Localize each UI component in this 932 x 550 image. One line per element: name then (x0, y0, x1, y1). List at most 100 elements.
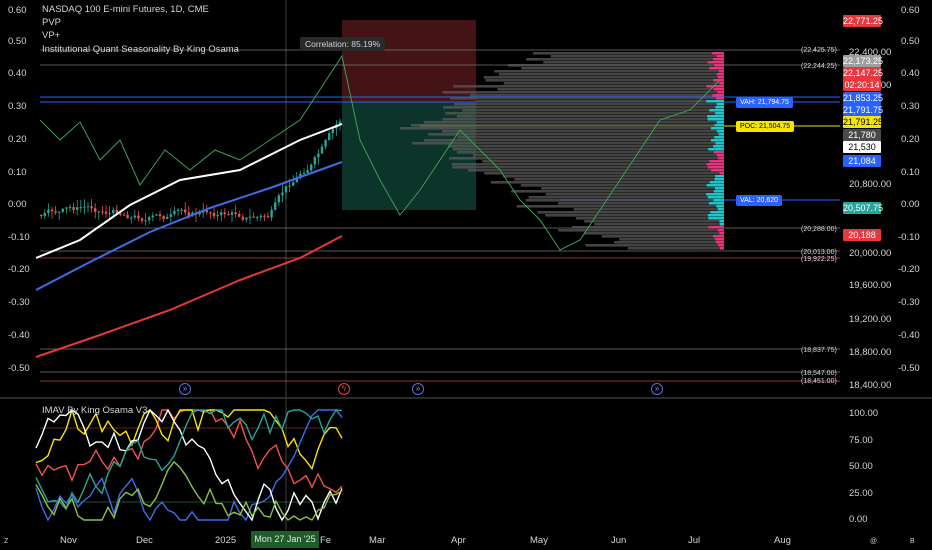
candle-body (40, 215, 43, 216)
event-icon[interactable]: » (179, 383, 191, 395)
right-tick: 0.10 (901, 167, 920, 178)
profile-bar (494, 70, 724, 73)
candle-body (328, 133, 331, 141)
price-tick: 18,400.00 (849, 380, 891, 391)
profile-delta-bar (719, 232, 724, 235)
profile-delta-bar (718, 244, 724, 247)
osc-tick: 0.00 (849, 514, 868, 525)
profile-bar (514, 178, 724, 181)
event-icon[interactable]: » (651, 383, 663, 395)
profile-delta-bar (718, 133, 724, 136)
profile-bar (451, 163, 724, 166)
oscillator-title[interactable]: IMAV By King Osama V3 (42, 405, 148, 416)
time-axis[interactable]: Nov Dec 2025 Mar Apr May Jun Jul Aug Fe … (4, 535, 915, 546)
profile-bar (470, 94, 724, 97)
right-tick: 0.60 (901, 5, 920, 16)
profile-delta-bar (716, 55, 724, 58)
left-tick: -0.30 (8, 297, 30, 308)
profile-delta-bar (714, 136, 724, 139)
candle-body (133, 215, 136, 218)
chart-header: NASDAQ 100 E-mini Futures, 1D, CME PVP V… (42, 3, 239, 56)
price-badge: 21,084 (843, 155, 881, 167)
candle-body (137, 215, 140, 219)
profile-delta-bar (713, 79, 724, 82)
dividend-event-icon[interactable]: ϟ (338, 383, 350, 395)
time-tick: Nov (60, 535, 77, 546)
profile-delta-bar (712, 94, 724, 97)
profile-bar (412, 142, 724, 145)
profile-bar (411, 124, 724, 127)
profile-bar (423, 139, 724, 142)
profile-delta-bar (713, 199, 724, 202)
price-badge: 21,780 (843, 129, 881, 141)
candle-body (126, 214, 129, 219)
right-tick: -0.20 (898, 264, 920, 275)
profile-delta-bar (713, 151, 724, 154)
left-tick: -0.40 (8, 330, 30, 341)
corner-z-icon: Z (4, 538, 9, 545)
candle-body (155, 214, 158, 216)
profile-delta-bar (719, 220, 724, 223)
profile-bar (452, 166, 724, 169)
oscillator-line (35, 409, 343, 522)
profile-bar (545, 193, 724, 196)
indicator-seasonality[interactable]: Institutional Quant Seasonality By King … (42, 43, 239, 55)
profile-delta-bar (714, 64, 724, 67)
profile-delta-bar (719, 247, 724, 250)
profile-bar (516, 205, 724, 208)
candle-body (266, 216, 270, 218)
indicator-vp-plus[interactable]: VP+ (42, 30, 61, 42)
left-tick: 0.10 (8, 167, 27, 178)
price-tick: 19,600.00 (849, 280, 891, 291)
profile-bar (485, 79, 724, 82)
time-tick: Aug (774, 535, 791, 546)
profile-delta-bar (717, 76, 724, 79)
indicator-pvp[interactable]: PVP (42, 17, 62, 29)
candle-body (94, 208, 97, 212)
profile-delta-bar (710, 139, 724, 142)
profile-bar (467, 169, 724, 172)
profile-delta-bar (715, 238, 724, 241)
profile-bar (456, 151, 724, 154)
profile-delta-bar (709, 181, 724, 184)
level-label: (18,837.75) (801, 347, 837, 354)
candle-body (43, 213, 46, 216)
candle-body (198, 212, 201, 215)
profile-bar (445, 112, 724, 115)
oscillator-line (35, 408, 343, 522)
left-tick: 0.60 (8, 5, 27, 16)
level-label: (22,425.75) (801, 47, 837, 54)
profile-delta-bar (716, 103, 724, 106)
price-level-labels: (22,425.75) (22,244.25) (20,288.00) (20,… (801, 47, 837, 385)
candle-body (76, 207, 79, 210)
symbol-title[interactable]: NASDAQ 100 E-mini Futures, 1D, CME (42, 4, 209, 15)
candle-body (122, 214, 126, 216)
candle-body (148, 217, 151, 221)
time-tick: 2025 (215, 535, 236, 546)
profile-delta-bar (707, 196, 724, 199)
time-tick: Jul (688, 535, 700, 546)
profile-delta-bar (708, 148, 724, 151)
candle-body (169, 214, 172, 217)
candle-body (320, 146, 324, 154)
candle-body (252, 216, 255, 218)
profile-bar (498, 73, 724, 76)
left-tick: -0.50 (8, 363, 30, 374)
profile-delta-bar (715, 142, 724, 145)
candle-body (184, 209, 187, 213)
settings-icon: @ (870, 538, 877, 545)
candle-body (288, 185, 291, 187)
profile-bar (507, 64, 724, 67)
level-label: (18,451.00) (801, 378, 837, 385)
left-tick: -0.10 (8, 232, 30, 243)
osc-tick: 75.00 (849, 435, 873, 446)
profile-delta-bar (714, 175, 724, 178)
profile-delta-bar (713, 190, 724, 193)
imav-oscillator (35, 407, 343, 522)
event-icon[interactable]: » (412, 383, 424, 395)
profile-delta-bar (715, 112, 724, 115)
candle-body (310, 164, 313, 171)
profile-bar (627, 247, 724, 250)
profile-bar (428, 133, 724, 136)
